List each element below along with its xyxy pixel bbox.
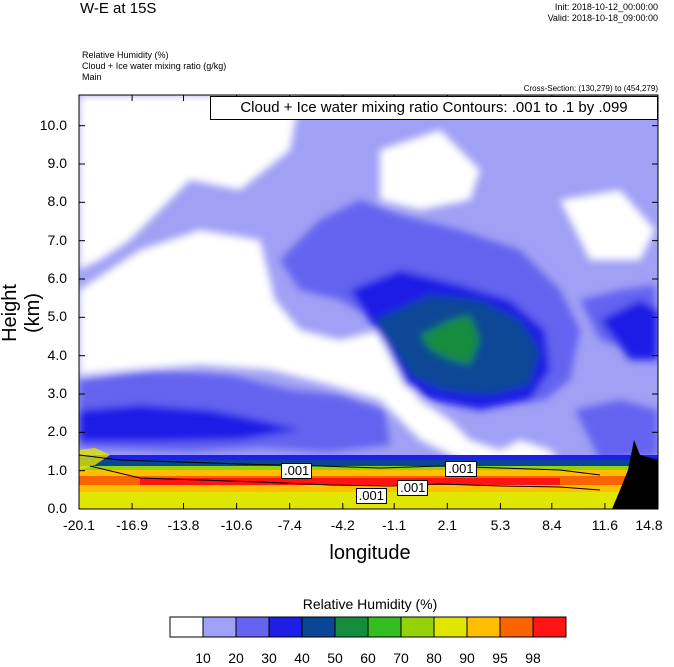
y-axis-ticks bbox=[79, 125, 658, 510]
colorbar-swatch bbox=[433, 616, 468, 638]
colorbar-label: 70 bbox=[393, 650, 409, 666]
y-tick-label: 1.0 bbox=[47, 461, 67, 478]
y-tick-label: 0.0 bbox=[47, 500, 67, 516]
y-tick-label: 7.0 bbox=[47, 231, 67, 248]
colorbar-label: 90 bbox=[459, 650, 475, 666]
contour-label: .001 bbox=[280, 462, 313, 479]
y-tick-label: 9.0 bbox=[47, 155, 67, 171]
humidity-field bbox=[79, 95, 658, 509]
valid-time: Valid: 2018-10-18_09:00:00 bbox=[547, 13, 658, 23]
colorbar-swatch bbox=[532, 616, 567, 638]
colorbar-label: 50 bbox=[327, 650, 343, 666]
plot-frame bbox=[78, 94, 659, 510]
colorbar-swatch bbox=[466, 616, 501, 638]
colorbar-swatch bbox=[367, 616, 402, 638]
x-tick-label: -1.1 bbox=[382, 517, 407, 533]
colorbar-label: 30 bbox=[261, 650, 277, 666]
x-tick-label: -13.8 bbox=[167, 517, 200, 533]
colorbar-label: 98 bbox=[525, 650, 541, 666]
x-tick-label: -10.6 bbox=[220, 517, 253, 533]
colorbar-label: 20 bbox=[228, 650, 244, 666]
y-tick-label: 6.0 bbox=[47, 270, 67, 286]
x-tick-label: -4.2 bbox=[330, 517, 355, 533]
colorbar-swatch bbox=[301, 616, 336, 638]
plot-title: W-E at 15S bbox=[80, 0, 157, 17]
colorbar-swatch bbox=[334, 616, 369, 638]
colorbar-label: 95 bbox=[492, 650, 508, 666]
x-tick-label: 14.8 bbox=[635, 517, 663, 533]
y-axis-label: Height (km) bbox=[0, 284, 44, 342]
init-time: Init: 2018-10-12_00:00:00 bbox=[554, 2, 658, 12]
x-tick-label: 11.6 bbox=[591, 517, 619, 533]
contour-label: .001 bbox=[355, 487, 387, 504]
y-tick-label: 3.0 bbox=[47, 385, 67, 401]
x-axis-label: longitude bbox=[329, 542, 411, 564]
x-tick-label: -20.1 bbox=[63, 517, 95, 533]
colorbar-label: 80 bbox=[426, 650, 442, 666]
contour-label: .001 bbox=[397, 479, 429, 496]
y-tick-label: 5.0 bbox=[47, 308, 67, 325]
contour-label: .001 bbox=[445, 460, 477, 477]
x-tick-label: 8.4 bbox=[542, 517, 562, 533]
x-tick-label: 5.3 bbox=[490, 517, 511, 533]
contour-info-box: Cloud + Ice water mixing ratio Contours:… bbox=[210, 96, 658, 120]
colorbar-label: 10 bbox=[195, 650, 211, 666]
colorbar-swatch bbox=[235, 616, 270, 638]
colorbar-label: 40 bbox=[294, 650, 310, 666]
contour-line bbox=[89, 465, 601, 491]
colorbar-title: Relative Humidity (%) bbox=[302, 596, 438, 612]
colorbar-swatch bbox=[202, 616, 237, 638]
terrain bbox=[612, 440, 658, 509]
colorbar-swatch bbox=[499, 616, 534, 638]
x-tick-label: -7.4 bbox=[277, 517, 302, 533]
colorbar bbox=[169, 616, 567, 638]
x-tick-label: -16.9 bbox=[116, 517, 149, 533]
variable-label-cloud: Cloud + Ice water mixing ratio (g/kg) bbox=[82, 61, 227, 71]
colorbar-swatch bbox=[400, 616, 435, 638]
variable-label-main: Main bbox=[82, 72, 102, 82]
colorbar-swatch bbox=[169, 616, 204, 638]
colorbar-label: 60 bbox=[360, 650, 376, 666]
y-tick-label: 8.0 bbox=[47, 193, 67, 210]
y-tick-label: 2.0 bbox=[47, 423, 67, 440]
y-tick-label: 4.0 bbox=[47, 346, 67, 363]
contour-line bbox=[79, 454, 601, 476]
x-tick-label: 2.1 bbox=[437, 517, 458, 533]
variable-label-rh: Relative Humidity (%) bbox=[82, 50, 169, 60]
cross-section-label: Cross-Section: (130,279) to (454,279) bbox=[523, 84, 658, 93]
y-tick-label: 10.0 bbox=[39, 116, 67, 133]
colorbar-swatch bbox=[268, 616, 303, 638]
